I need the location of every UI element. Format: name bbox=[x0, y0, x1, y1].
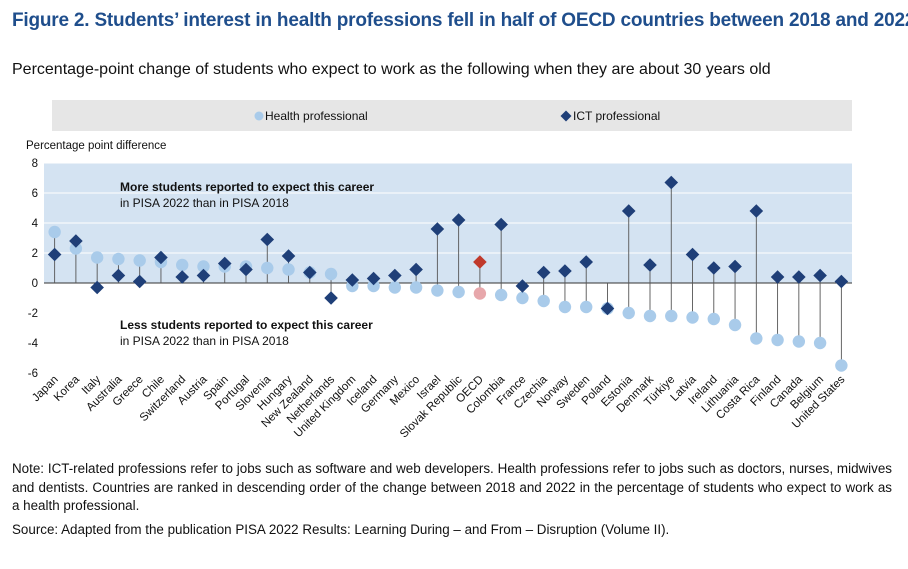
health-point bbox=[665, 309, 678, 323]
ict-point bbox=[515, 279, 530, 293]
y-tick-label: 0 bbox=[32, 278, 38, 290]
health-point bbox=[261, 261, 274, 275]
ict-point bbox=[834, 274, 849, 289]
y-tick-label: 8 bbox=[32, 158, 38, 170]
ict-point bbox=[345, 273, 360, 287]
ict-point bbox=[451, 213, 466, 227]
health-point bbox=[622, 306, 635, 320]
ict-point bbox=[579, 255, 594, 269]
ict-point bbox=[792, 270, 806, 284]
y-tick-label: 4 bbox=[32, 218, 39, 230]
health-point bbox=[835, 359, 848, 372]
y-axis-ticks: -6 -4 -2 0 2 4 6 8 bbox=[28, 158, 39, 380]
ict-point bbox=[196, 268, 211, 283]
health-point bbox=[388, 281, 402, 294]
health-point bbox=[537, 294, 550, 308]
lower-annotation-bold: Less students reported to expect this ca… bbox=[120, 318, 373, 332]
gridlines bbox=[44, 162, 852, 344]
ict-point bbox=[621, 204, 636, 218]
ict-point bbox=[90, 280, 104, 295]
ict-point bbox=[366, 271, 381, 286]
figure-source: Source: Adapted from the publication PIS… bbox=[12, 522, 670, 537]
ict-point bbox=[749, 204, 764, 218]
health-point bbox=[707, 312, 720, 326]
ict-point bbox=[494, 217, 508, 232]
y-tick-label: 2 bbox=[32, 248, 38, 260]
ict-point bbox=[685, 247, 700, 262]
legend-health-marker bbox=[254, 111, 264, 121]
ict-point bbox=[111, 268, 126, 283]
health-point bbox=[473, 287, 487, 300]
ict-point bbox=[175, 270, 190, 284]
ict-point bbox=[239, 262, 253, 277]
health-point bbox=[813, 336, 827, 350]
y-tick-label: -2 bbox=[28, 308, 38, 320]
health-point bbox=[686, 311, 699, 324]
health-point bbox=[69, 242, 83, 255]
health-point bbox=[367, 279, 380, 293]
health-point bbox=[409, 281, 423, 294]
ict-point bbox=[643, 258, 657, 272]
ict-point bbox=[154, 250, 168, 265]
health-point bbox=[282, 263, 295, 276]
ict-point bbox=[132, 274, 147, 289]
health-point bbox=[643, 309, 657, 323]
y-tick-label: -4 bbox=[28, 338, 39, 350]
health-point bbox=[90, 251, 104, 264]
health-point bbox=[494, 288, 508, 302]
upper-annotation-bold: More students reported to expect this ca… bbox=[120, 180, 374, 194]
ict-point bbox=[260, 232, 275, 247]
health-point bbox=[516, 291, 529, 305]
ict-point bbox=[217, 256, 232, 271]
ict-point bbox=[664, 175, 679, 190]
x-axis-labels: JapanKoreaItalyAustraliaGreeceChileSwitz… bbox=[30, 373, 848, 440]
health-point bbox=[452, 285, 465, 299]
ict-point bbox=[430, 222, 445, 236]
figure-subtitle: Percentage-point change of students who … bbox=[12, 61, 771, 78]
legend-band bbox=[52, 100, 852, 131]
legend-ict-marker bbox=[560, 110, 572, 122]
ict-point bbox=[558, 264, 572, 278]
ict-point bbox=[388, 268, 402, 283]
upper-annotation-normal: in PISA 2022 than in PISA 2018 bbox=[120, 196, 289, 210]
health-point bbox=[728, 318, 742, 332]
health-point bbox=[771, 333, 784, 347]
health-point bbox=[133, 254, 146, 267]
ict-point bbox=[728, 259, 742, 274]
ict-point bbox=[600, 301, 615, 316]
ict-point bbox=[409, 262, 423, 277]
health-point bbox=[558, 300, 572, 314]
y-axis-label: Percentage point difference bbox=[26, 140, 166, 152]
legend-ict-label: ICT professional bbox=[573, 109, 660, 123]
ict-point bbox=[69, 234, 83, 248]
health-point bbox=[48, 225, 61, 239]
health-point bbox=[197, 260, 210, 273]
health-point bbox=[750, 332, 763, 345]
health-point bbox=[112, 252, 125, 266]
y-tick-label: 6 bbox=[32, 188, 38, 200]
health-point bbox=[176, 258, 189, 272]
y-tick-label: -6 bbox=[28, 368, 38, 380]
dot-plot-chart: Health professional ICT professional Per… bbox=[26, 100, 852, 440]
legend-health-label: Health professional bbox=[265, 109, 368, 123]
figure-title: Figure 2. Students’ interest in health p… bbox=[12, 10, 908, 31]
health-point bbox=[792, 335, 806, 348]
health-point bbox=[580, 300, 593, 314]
ict-point bbox=[706, 261, 721, 275]
ict-series bbox=[47, 175, 849, 316]
ict-point bbox=[47, 247, 62, 262]
ict-point bbox=[281, 249, 296, 263]
health-point bbox=[324, 267, 338, 281]
ict-point bbox=[302, 265, 317, 280]
ict-point bbox=[770, 270, 785, 284]
figure-note: Note: ICT-related professions refer to j… bbox=[12, 461, 892, 513]
lower-annotation-normal: in PISA 2022 than in PISA 2018 bbox=[120, 334, 289, 348]
ict-point bbox=[473, 255, 487, 269]
health-point bbox=[431, 284, 444, 297]
ict-point bbox=[536, 265, 551, 280]
ict-point bbox=[813, 268, 827, 283]
ict-point bbox=[324, 291, 338, 305]
